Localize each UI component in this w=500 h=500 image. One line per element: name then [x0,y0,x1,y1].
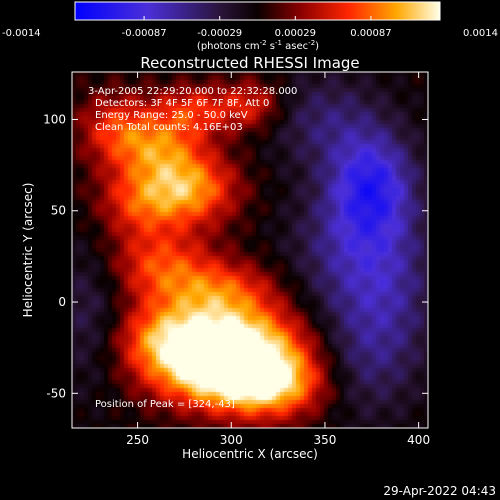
colorbar-tick-label: 0.00087 [350,28,391,39]
colorbar-tick-label: -0.0014 [2,28,41,39]
annotation-peak-position: Position of Peak = [324,-43] [95,399,235,410]
colorbar-tick-label: -0.00087 [122,28,167,39]
colorbar-unit-label: (photons cm-2 s-1 asec-2) [197,39,319,52]
colorbar-ticks: -0.0014 -0.00087 -0.00029 0.00029 0.00087 0.0… [2,16,498,39]
colorbar-tick-label: 0.00029 [275,28,316,39]
chart-title: Reconstructed RHESSI Image [140,54,359,72]
colorbar-tick-label: 0.0014 [463,28,498,39]
annotation-total-counts: Clean Total counts: 4.16E+03 [95,122,243,133]
colorbar [74,1,441,21]
y-tick-label: 0 [58,295,66,309]
axis-ticks: 250 300 350 400 -50 0 50 100 [43,72,430,447]
y-tick-label: -50 [46,386,66,400]
x-axis-label: Heliocentric X (arcsec) [182,447,318,461]
y-tick-label: 50 [51,204,66,218]
colorbar-tick-label: -0.00029 [197,28,242,39]
x-tick-label: 250 [126,433,149,447]
footer-timestamp: 29-Apr-2022 04:43 [383,484,496,498]
plot-frame [71,71,429,429]
x-tick-label: 400 [407,433,430,447]
y-axis-label: Heliocentric Y (arcsec) [21,183,35,318]
heatmap-image [72,72,428,428]
y-tick-label: 100 [43,112,66,126]
annotation-detectors: Detectors: 3F 4F 5F 6F 7F 8F, Att 0 [95,98,269,109]
annotation-block: 3-Apr-2005 22:29:20.000 to 22:32:28.000 … [88,86,297,410]
x-tick-label: 300 [220,433,243,447]
annotation-energy-range: Energy Range: 25.0 - 50.0 keV [95,110,248,121]
x-tick-label: 350 [313,433,336,447]
annotation-time-range: 3-Apr-2005 22:29:20.000 to 22:32:28.000 [88,86,297,97]
